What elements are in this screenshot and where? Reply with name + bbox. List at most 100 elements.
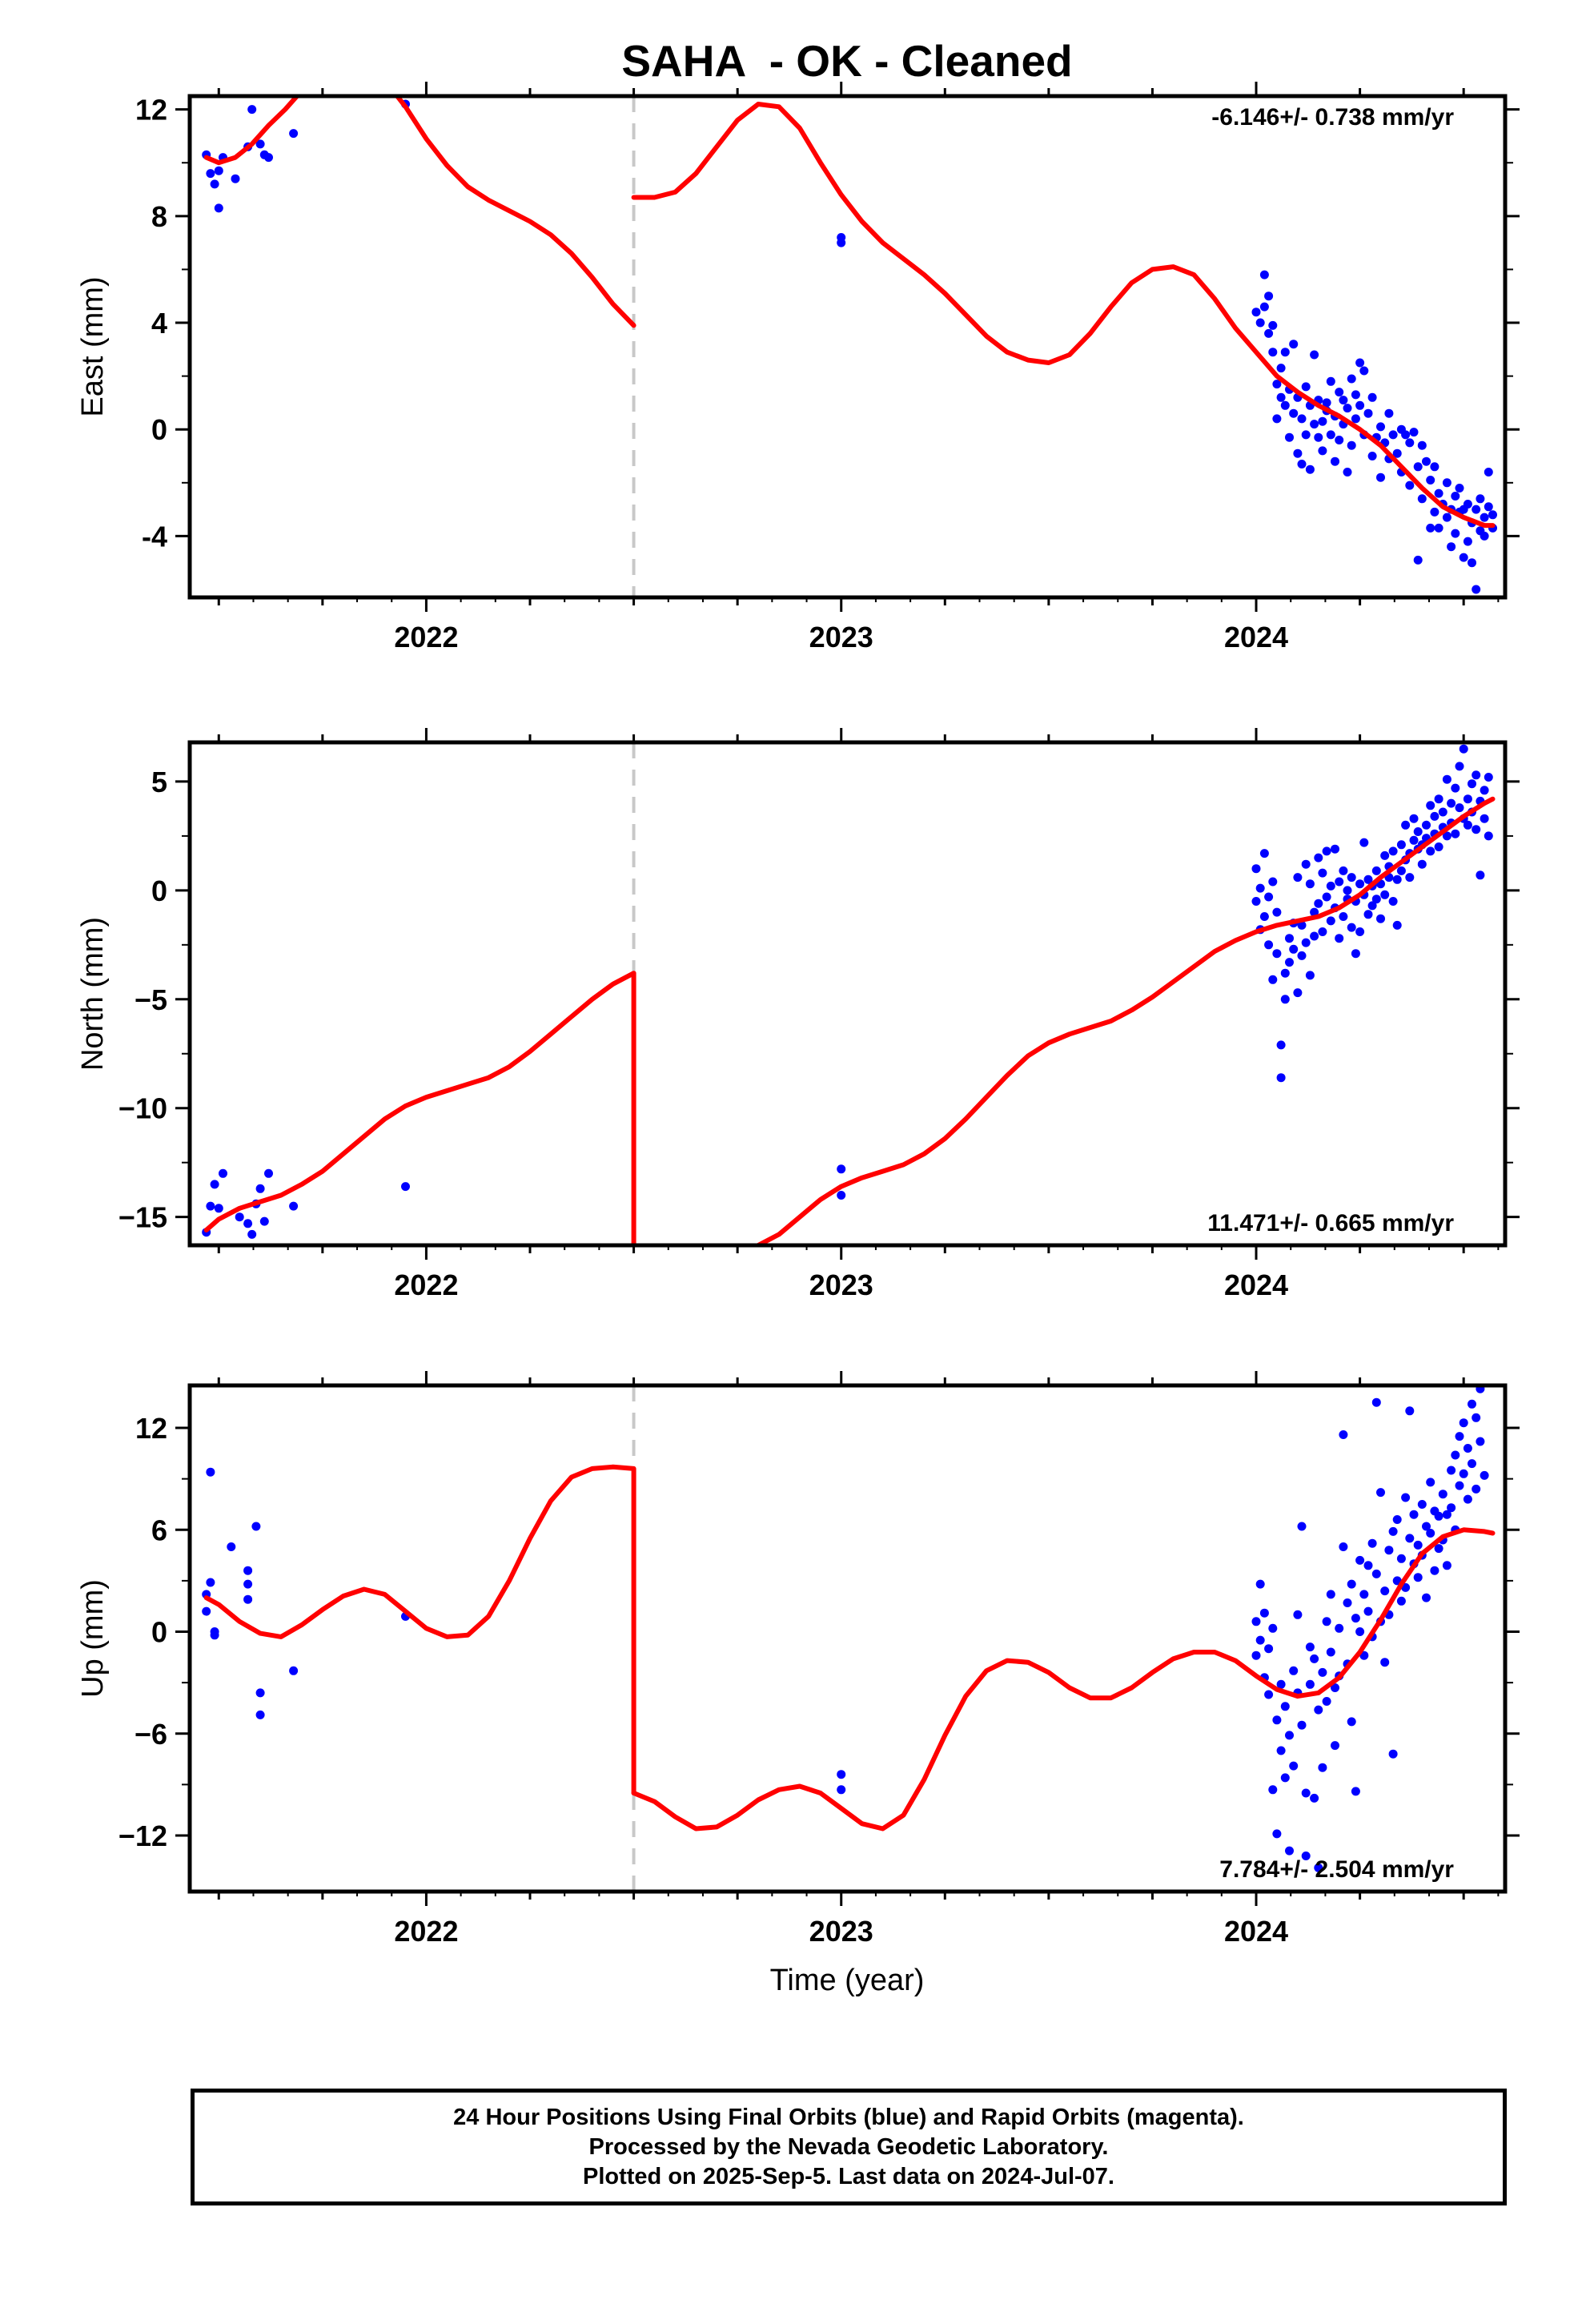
east-data-point <box>1326 430 1335 440</box>
east-data-point <box>1447 542 1456 552</box>
up-data-point <box>1326 1590 1335 1599</box>
up-data-point <box>1426 1529 1435 1538</box>
north-data-point <box>1310 907 1319 917</box>
up-data-point <box>1347 1579 1356 1589</box>
east-data-point <box>1355 358 1365 368</box>
footer-caption-box: 24 Hour Positions Using Final Orbits (bl… <box>191 2089 1507 2205</box>
east-fit-curve <box>631 102 1496 529</box>
north-data-point <box>1280 968 1290 978</box>
east-data-point <box>1472 585 1481 594</box>
east-data-point <box>1417 494 1427 504</box>
up-data-point <box>206 1467 215 1477</box>
east-data-point <box>1268 320 1278 330</box>
up-data-point <box>1355 1555 1365 1565</box>
north-data-point <box>1447 798 1456 808</box>
north-y-axis-label: North (mm) <box>76 917 110 1071</box>
up-data-point <box>1363 1561 1373 1570</box>
north-data-point <box>1318 927 1327 936</box>
north-frame <box>187 740 1508 1248</box>
east-data-point <box>1442 478 1452 488</box>
up-data-point <box>1468 1459 1476 1469</box>
north-data-point <box>1476 870 1485 880</box>
up-data-point <box>1409 1510 1419 1519</box>
up-data-point <box>206 1578 215 1587</box>
east-data-point <box>1297 414 1307 424</box>
north-data-point <box>1472 825 1481 834</box>
east-data-point <box>1310 350 1319 360</box>
north-data-point <box>1314 899 1323 908</box>
north-data-point <box>837 1191 846 1200</box>
north-data-point <box>1289 944 1299 954</box>
north-data-point <box>1355 879 1365 889</box>
east-data-point <box>1359 366 1369 376</box>
north-x-tick-label: 2022 <box>394 1269 458 1301</box>
north-data-point <box>1380 850 1390 860</box>
east-data-point <box>1310 420 1319 429</box>
up-data-point <box>1455 1481 1464 1490</box>
up-data-point <box>1314 1863 1323 1872</box>
north-data-point <box>1484 831 1493 841</box>
north-data-point <box>1484 773 1493 782</box>
east-data-point <box>1259 302 1269 312</box>
up-plot-area <box>202 1385 1496 1892</box>
east-data-point <box>1488 510 1497 520</box>
east-data-point <box>1272 414 1282 424</box>
north-data-point <box>1401 820 1411 830</box>
north-data-point <box>1285 934 1294 943</box>
east-x-tick-label: 2022 <box>394 621 458 653</box>
north-data-point <box>1322 846 1331 856</box>
up-data-point <box>1417 1500 1427 1509</box>
east-data-point <box>214 166 223 175</box>
x-axis-label: Time (year) <box>770 1964 925 1997</box>
east-data-point <box>1459 553 1468 562</box>
north-x-tick-label: 2023 <box>809 1269 873 1301</box>
up-frame <box>187 1383 1508 1894</box>
up-y-tick-label: 12 <box>135 1412 167 1445</box>
north-data-point <box>1405 873 1415 883</box>
east-data-point <box>1367 452 1377 460</box>
north-data-point <box>1442 831 1452 841</box>
north-fit-curve <box>756 796 1496 1245</box>
north-x-tick-label: 2024 <box>1224 1269 1288 1301</box>
north-data-point <box>1322 892 1331 902</box>
up-y-tick-label: 6 <box>151 1514 167 1546</box>
east-data-point <box>1272 380 1282 389</box>
up-data-point <box>1388 1526 1398 1536</box>
up-data-point <box>1335 1623 1344 1633</box>
up-data-point <box>1376 1488 1385 1498</box>
up-data-point <box>1305 1642 1315 1652</box>
east-data-point <box>1392 448 1402 458</box>
up-data-point <box>1363 1606 1373 1616</box>
north-data-point <box>1388 846 1398 856</box>
east-data-point <box>837 238 846 247</box>
up-data-point <box>1355 1627 1365 1636</box>
north-data-point <box>1388 897 1398 906</box>
north-data-point <box>219 1168 227 1178</box>
north-data-point <box>255 1184 265 1193</box>
up-data-point <box>1430 1566 1439 1575</box>
east-data-point <box>1409 428 1419 437</box>
east-data-point <box>1351 390 1360 400</box>
north-data-point <box>1272 907 1282 917</box>
up-data-point <box>1318 1667 1327 1677</box>
up-data-point <box>1380 1658 1390 1667</box>
east-data-point <box>289 129 299 139</box>
north-data-point <box>1339 866 1348 875</box>
up-data-point <box>1351 1614 1360 1623</box>
east-y-tick-label: 8 <box>151 200 167 233</box>
up-data-point <box>1451 1450 1460 1460</box>
up-data-point <box>1305 1679 1315 1689</box>
north-data-point <box>1259 912 1269 921</box>
east-data-point <box>1451 529 1460 538</box>
east-data-point <box>1347 374 1356 384</box>
north-data-point <box>1459 744 1468 754</box>
north-data-point <box>1326 916 1335 926</box>
north-data-point <box>214 1204 223 1213</box>
east-data-point <box>1343 468 1352 476</box>
north-data-point <box>210 1180 219 1189</box>
up-data-point <box>1463 1444 1472 1453</box>
north-data-point <box>1276 1073 1286 1083</box>
north-data-point <box>1351 949 1360 959</box>
east-data-point <box>1480 513 1489 522</box>
